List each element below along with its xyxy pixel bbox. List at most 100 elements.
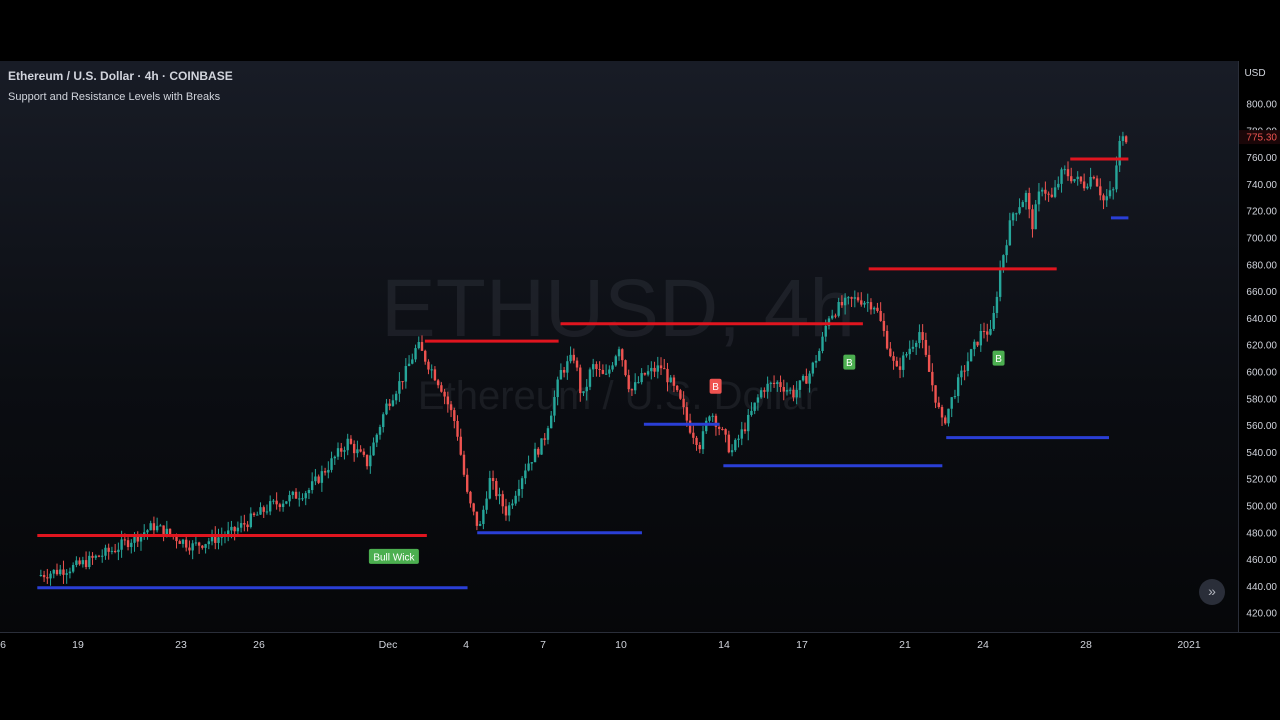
price-tick-label: 460.00 [1246,555,1277,566]
chart-area[interactable]: ETHUSD, 4h Ethereum / U.S. Dollar Bull Wi… [0,61,1280,655]
candle-body [136,534,139,542]
candle-body [779,382,782,388]
candle-body [1092,176,1096,179]
candle-body [1121,136,1125,141]
time-tick-label: 23 [175,639,187,651]
candle-body [869,302,873,310]
candle-body [827,318,831,326]
candle-body [750,410,753,415]
candle-body [863,302,866,305]
candle-body [753,402,756,411]
price-axis[interactable]: USD800.00780.00760.00740.00720.00700.006… [1238,61,1280,655]
candle-body [1037,191,1041,205]
candle-body [792,389,795,398]
candle-body [595,364,598,370]
candle-body [598,369,601,371]
candle-body [679,390,682,399]
candle-body [191,543,194,551]
candle-body [375,434,378,443]
candle-body [714,415,718,427]
candle-body [998,268,1002,297]
time-tick-label: 17 [796,639,808,651]
candle-body [226,530,230,537]
candle-body [430,369,433,371]
candle-body [1018,207,1021,214]
candle-body [1089,176,1092,187]
candle-body [730,450,734,453]
time-tick-label: 7 [540,639,546,651]
price-tick-label: 700.00 [1246,234,1277,245]
candle-body [818,351,821,361]
candle-body [604,373,608,375]
candle-body [705,420,708,432]
candle-body [130,542,133,548]
price-tick-label: 620.00 [1246,341,1277,352]
candle-body [265,511,269,513]
candle-body [249,513,253,528]
candle-body [737,438,740,440]
candle-body [365,454,369,467]
candle-body [824,325,827,337]
candle-body [708,416,711,421]
candle-body [101,555,104,557]
price-tick-label: 440.00 [1246,582,1277,593]
candle-body [478,524,482,526]
candle-body [701,431,705,450]
candle-body [359,449,362,452]
candle-body [569,354,572,362]
time-axis[interactable]: 6 19 23 26 Dec 4 7 10 14 17 21 24 28 2021 [0,632,1280,655]
price-tick-label: 640.00 [1246,314,1277,325]
candle-body [905,354,908,356]
candle-body [1086,186,1089,189]
candle-body [982,330,986,332]
candle-body [711,415,714,417]
candle-body [1047,193,1050,195]
candle-body [911,346,915,349]
candle-body [495,481,498,497]
candle-body [159,525,162,527]
break-markers: Bull Wick B B B [368,350,1005,564]
symbol-legend[interactable]: Ethereum / U.S. Dollar · 4h · COINBASE [8,69,233,83]
candle-body [646,371,650,375]
price-tick-label: 760.00 [1246,153,1277,164]
candle-body [175,536,178,542]
candle-body [120,539,123,550]
candle-body [950,397,953,409]
sr-levels [37,157,1129,590]
candle-body [588,369,592,387]
candle-body [650,367,653,372]
candle-body [230,526,233,531]
candle-body [411,359,414,364]
candle-body [459,436,462,455]
price-tick-label: 680.00 [1246,260,1277,271]
candle-body [892,356,895,361]
last-price-badge [1239,130,1280,145]
candle-body [388,403,391,406]
candle-body [533,448,537,463]
candle-body [149,523,152,531]
candle-body [795,389,798,398]
candle-body [834,315,837,317]
candle-body [847,297,850,299]
break-marker-badge [992,350,1005,366]
candle-body [1066,169,1070,177]
candle-body [243,523,246,525]
candle-body [78,560,81,565]
candle-body [1112,189,1115,191]
candle-body [789,389,792,391]
candle-body [1102,195,1105,201]
candle-body [246,524,249,528]
candle-body [995,296,999,313]
candle-body [42,575,46,578]
candle-body [898,366,902,370]
indicator-legend[interactable]: Support and Resistance Levels with Break… [8,91,221,103]
candle-body [637,382,640,384]
candle-body [976,341,979,346]
candle-body [268,501,272,512]
break-marker-badge [709,378,722,394]
candle-body [197,542,201,546]
scroll-to-realtime-button[interactable]: » [1199,579,1225,605]
candle-body [391,400,395,406]
